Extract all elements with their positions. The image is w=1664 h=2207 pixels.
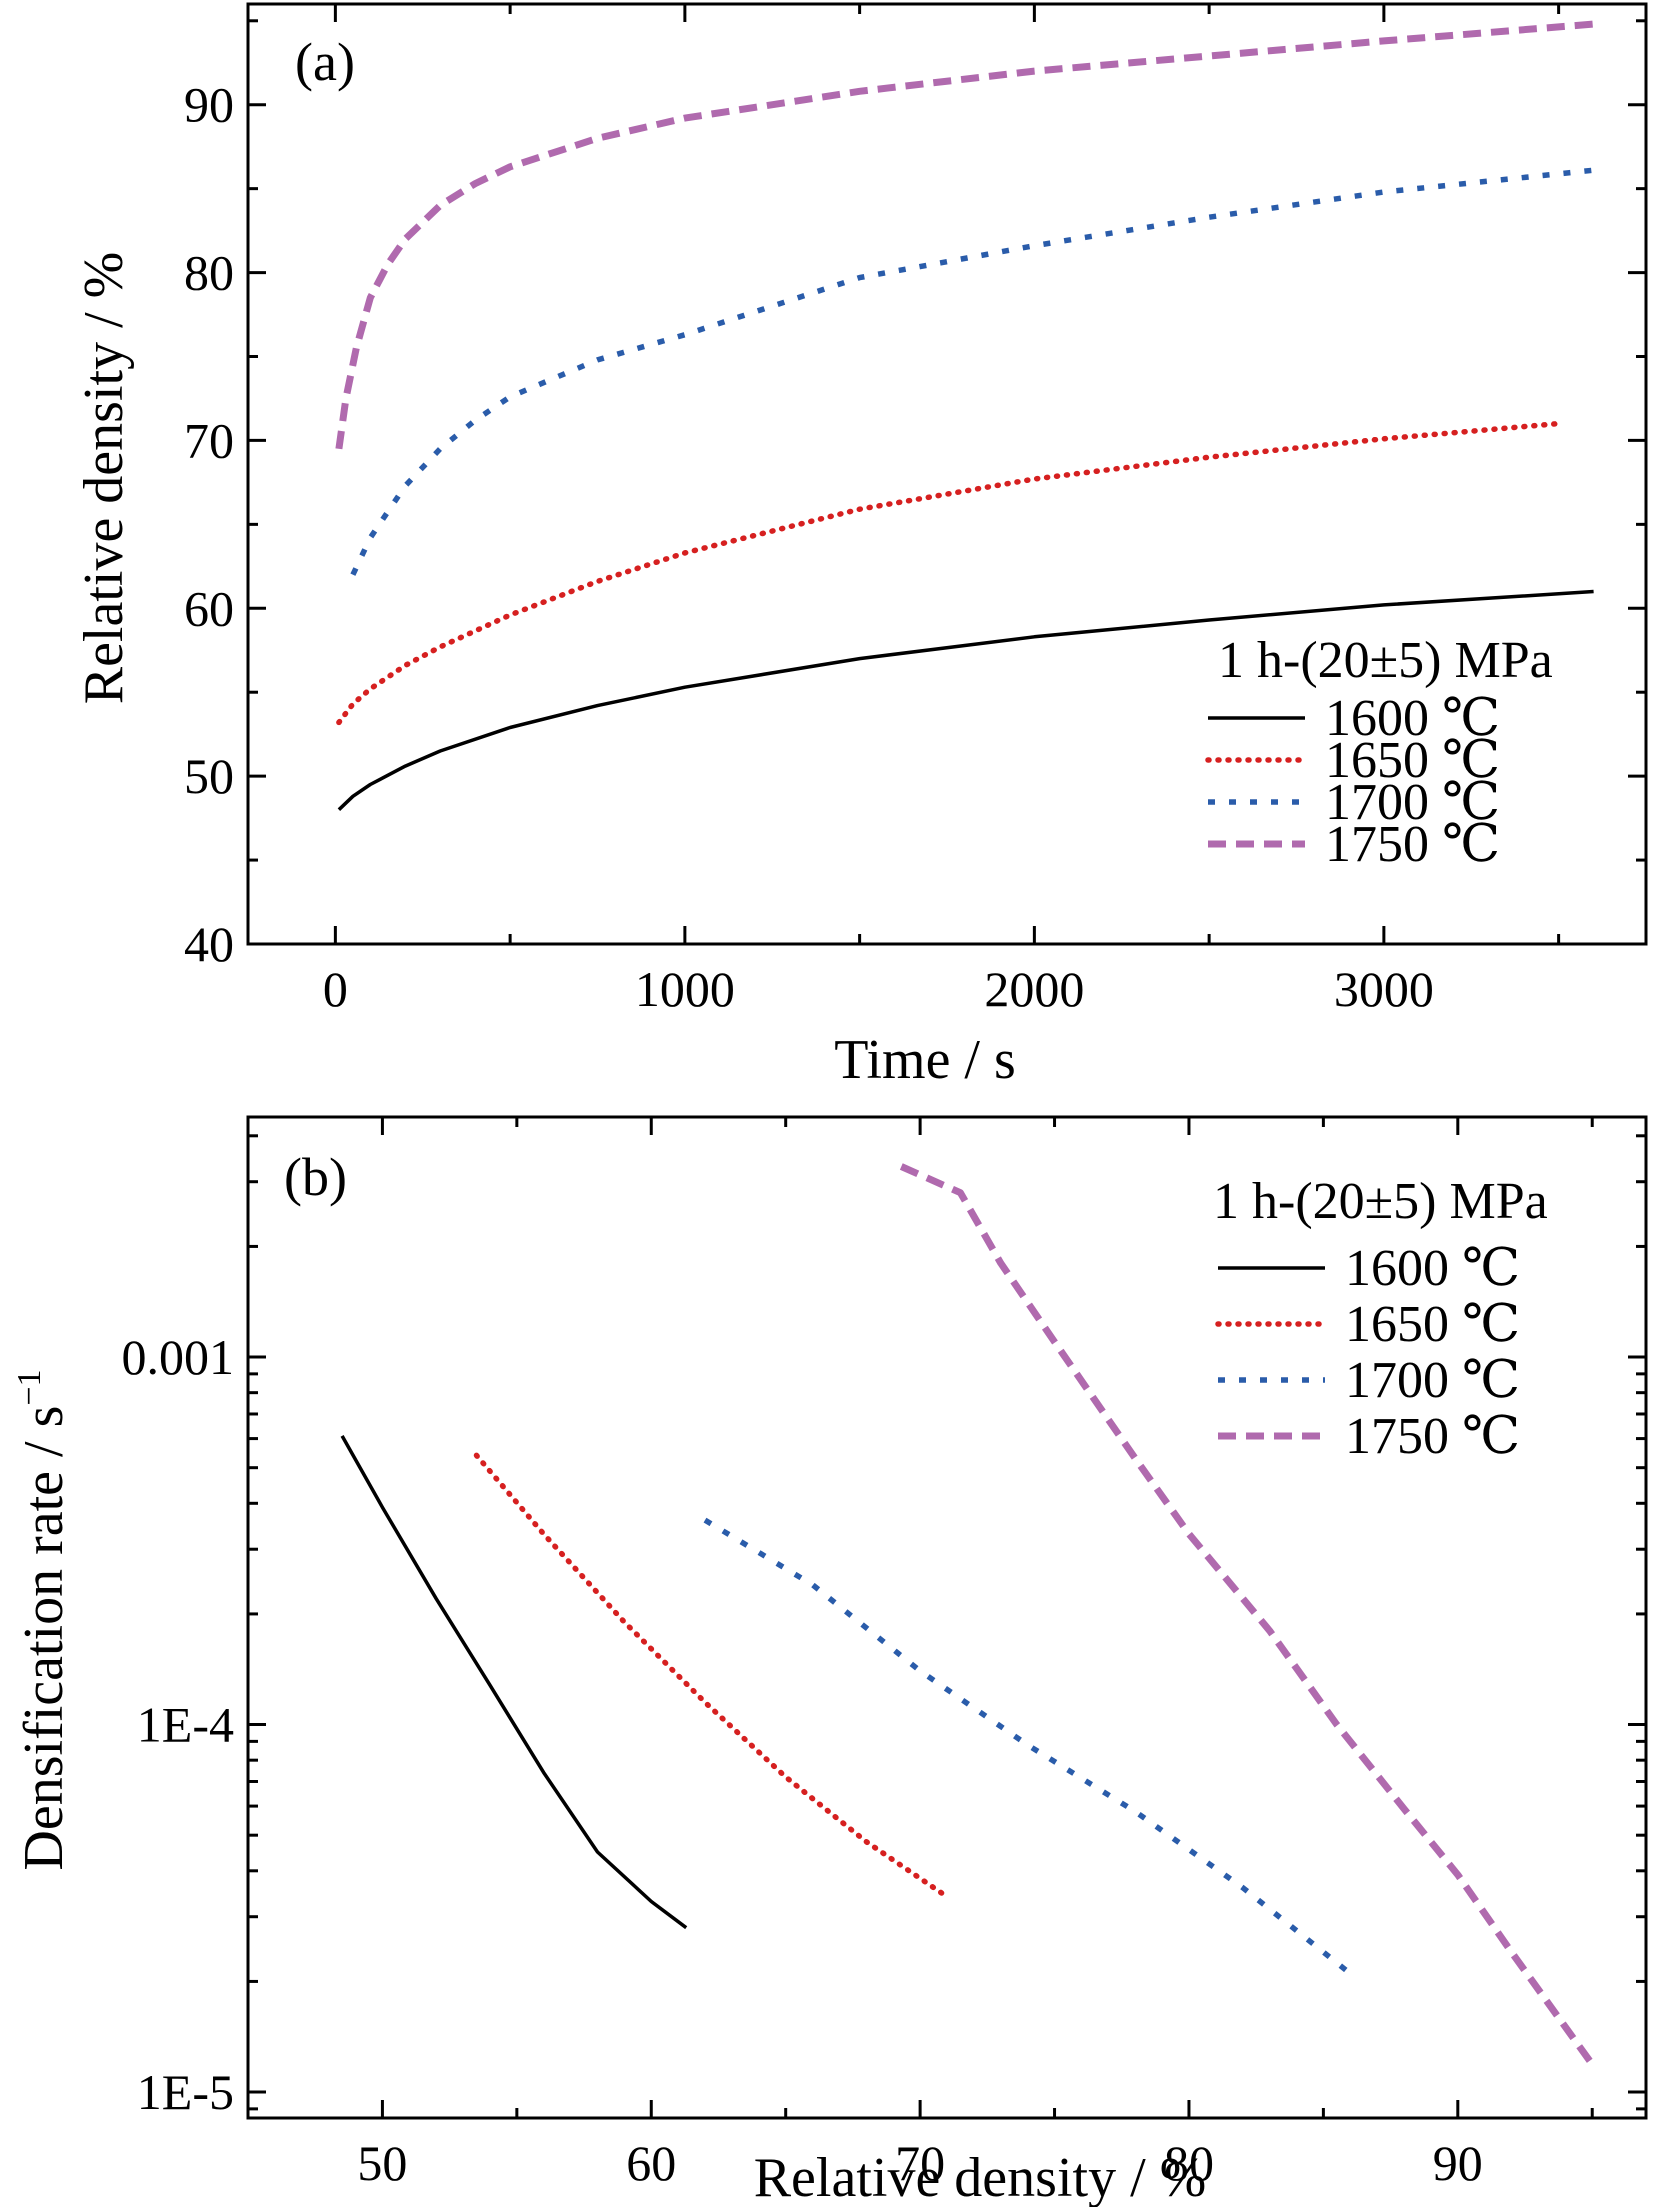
x-tick-label: 1000: [635, 961, 735, 1017]
legend-label: 1600 ℃: [1345, 1240, 1520, 1297]
x-tick-label: 3000: [1334, 961, 1434, 1017]
panel-b-y-axis-title-superscript: −1: [11, 1369, 48, 1405]
series-line-1600c: [340, 1435, 688, 1930]
panel-b-label: (b): [284, 1147, 347, 1207]
series-line-1750c: [335, 20, 1594, 450]
series-line-1600c: [337, 589, 1594, 811]
x-tick-label: 2000: [984, 961, 1084, 1017]
legend-label: 1700 ℃: [1325, 774, 1500, 831]
y-tick-label: 60: [184, 580, 234, 636]
panel-a-y-axis-title: Relative density / %: [73, 252, 135, 705]
legend-label: 1700 ℃: [1345, 1352, 1520, 1409]
panel-a-y-ticks: 40 50 60 70 80 90: [184, 19, 1646, 972]
y-tick-label: 1E-4: [137, 1697, 234, 1753]
series-line-1650c: [336, 420, 1562, 726]
y-tick-label: 40: [184, 916, 234, 972]
y-tick-label: 70: [184, 412, 234, 468]
panel-b-frame: [246, 1115, 1648, 2120]
panel-a-x-axis-title: Time / s: [834, 1029, 1016, 1091]
legend-label: 1650 ℃: [1325, 732, 1500, 789]
series-line-1700c: [350, 167, 1594, 576]
panel-b-y-ticks: 1E-5 1E-4 0.001: [122, 1134, 1646, 2120]
panel-b-y-axis-title: Densification rate / s−1: [11, 1369, 75, 1870]
panel-a-label: (a): [295, 32, 355, 92]
y-tick-label: 90: [184, 77, 234, 133]
panel-b: (b) 50 60 70 80 90 1E-5 1E-4 0.001 Relative de…: [11, 1115, 1648, 2207]
panel-a-legend-title: 1 h-(20±5) MPa: [1218, 632, 1553, 689]
panel-a-x-ticks: 0 1000 2000 3000: [323, 4, 1561, 1017]
x-tick-label: 50: [357, 2135, 407, 2191]
panel-b-series: [340, 1163, 1596, 2067]
x-tick-label: 80: [1164, 2135, 1214, 2191]
x-tick-label: 0: [323, 961, 348, 1017]
y-tick-label: 1E-5: [137, 2064, 234, 2120]
legend-label: 1600 ℃: [1325, 690, 1500, 747]
y-tick-label: 50: [184, 748, 234, 804]
y-tick-label: 0.001: [122, 1329, 235, 1385]
panel-b-legend-title: 1 h-(20±5) MPa: [1213, 1173, 1548, 1230]
x-tick-label: 60: [626, 2135, 676, 2191]
legend-label: 1750 ℃: [1325, 816, 1500, 873]
panel-b-x-ticks: 50 60 70 80 90: [246, 1117, 1594, 2191]
panel-a-frame: [246, 2, 1648, 946]
y-tick-label: 80: [184, 245, 234, 301]
legend-label: 1750 ℃: [1345, 1408, 1520, 1465]
panel-b-y-axis-title-text: Densification rate / s: [13, 1406, 75, 1871]
series-line-1700c: [703, 1517, 1353, 1976]
x-tick-label: 90: [1433, 2135, 1483, 2191]
panel-a-series: [335, 20, 1594, 811]
legend-label: 1650 ℃: [1345, 1296, 1520, 1353]
series-line-1650c: [473, 1452, 950, 1900]
panel-b-x-axis-title: Relative density / %: [754, 2147, 1207, 2207]
series-line-1750c: [899, 1163, 1596, 2067]
x-tick-label: 70: [895, 2135, 945, 2191]
